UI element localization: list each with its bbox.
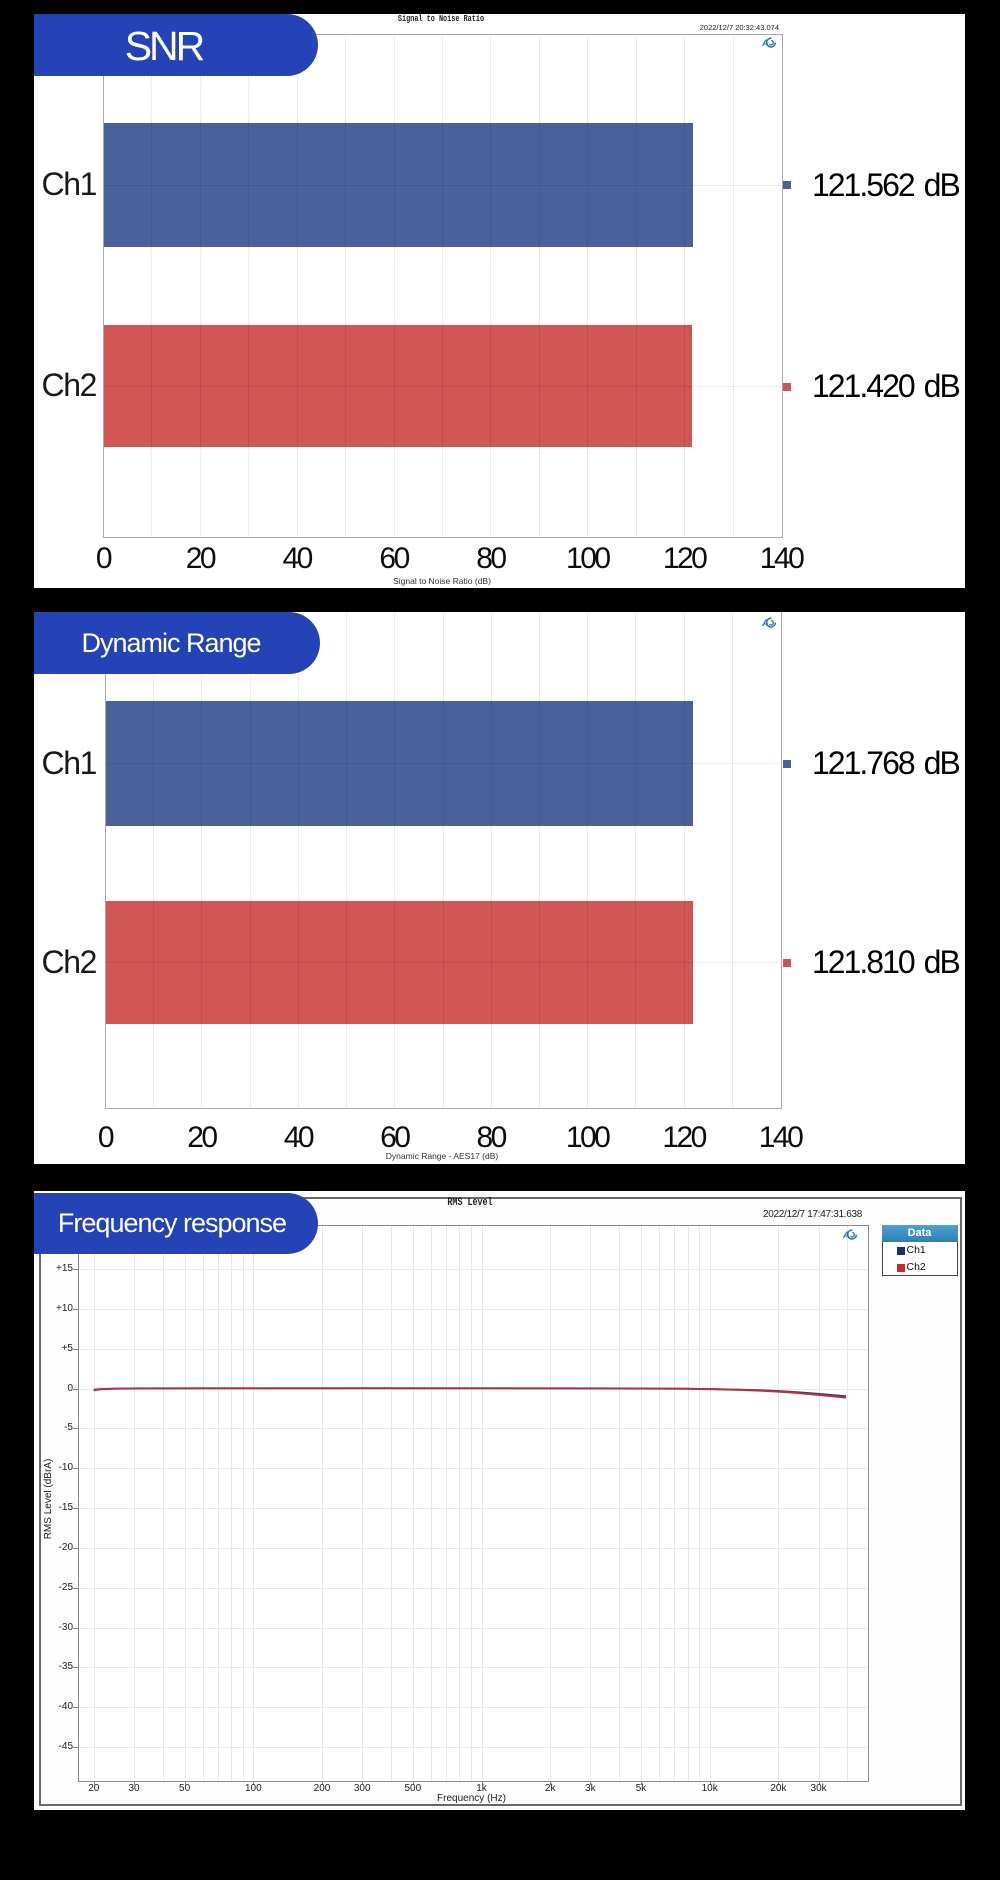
svg-text:A: A — [843, 1230, 850, 1241]
svg-text:A: A — [762, 618, 769, 629]
svg-text:A: A — [762, 38, 769, 49]
